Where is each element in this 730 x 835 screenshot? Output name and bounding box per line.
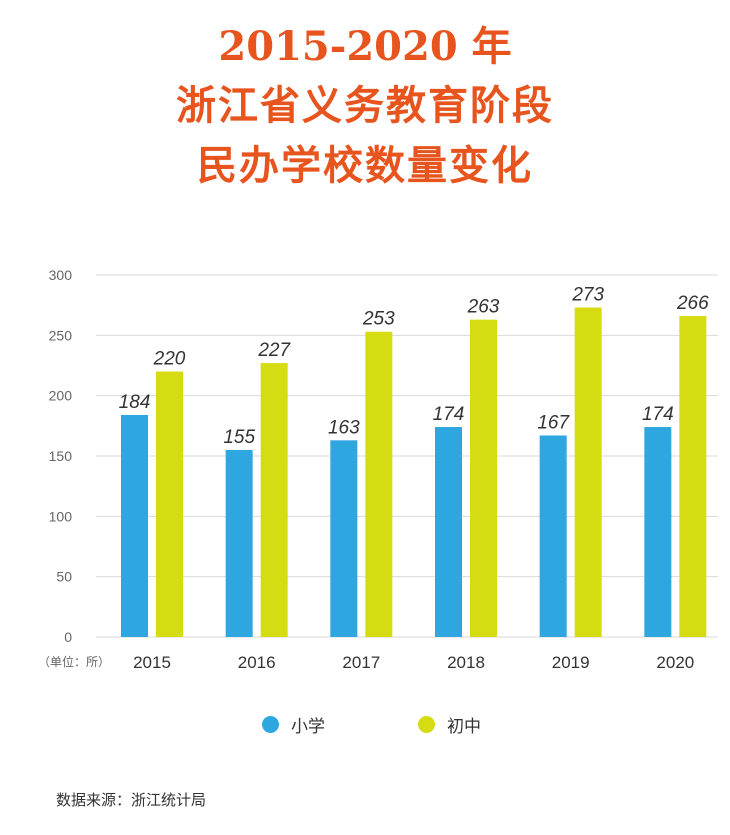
bar-chart: 0 50 100 150 200 250 300 184 220 2015 155 227 2016 16… xyxy=(49,267,718,672)
legend-label-middle: 初中 xyxy=(447,717,481,737)
data-label-primary-2020: 174 xyxy=(642,404,674,425)
y-tick-label-250: 250 xyxy=(49,327,73,343)
y-tick-label-150: 150 xyxy=(49,448,73,464)
data-label-primary-2016: 155 xyxy=(223,427,255,448)
data-label-primary-2015: 184 xyxy=(119,392,151,413)
data-label-middle-2017: 253 xyxy=(362,309,395,330)
unit-note: （单位：所） xyxy=(38,655,111,669)
data-label-primary-2019: 167 xyxy=(537,412,570,433)
x-tick-label-2017: 2017 xyxy=(342,653,380,672)
bar-primary-2020 xyxy=(644,427,672,637)
chart-title: 2015-2020 年 浙江省义务教育阶段 民办学校数量变化 xyxy=(0,18,730,196)
x-tick-label-2015: 2015 xyxy=(133,653,171,672)
bar-middle-2018 xyxy=(470,319,497,637)
bar-primary-2016 xyxy=(225,449,253,637)
data-label-primary-2018: 174 xyxy=(433,404,465,425)
y-tick-label-0: 0 xyxy=(64,629,72,645)
legend-label-primary: 小学 xyxy=(291,717,325,737)
legend-item-primary: 小学 xyxy=(262,712,325,737)
x-tick-label-2020: 2020 xyxy=(656,653,694,672)
legend-swatch-primary xyxy=(262,716,279,733)
y-tick-label-100: 100 xyxy=(49,508,73,524)
y-tick-label-200: 200 xyxy=(49,388,73,404)
bar-primary-2015 xyxy=(121,414,148,637)
data-label-middle-2016: 227 xyxy=(257,340,291,361)
bar-middle-2020 xyxy=(679,316,707,637)
data-label-middle-2020: 266 xyxy=(676,293,709,314)
legend-item-middle: 初中 xyxy=(418,712,481,737)
x-tick-label-2019: 2019 xyxy=(552,653,590,672)
bar-middle-2017 xyxy=(365,331,393,637)
bar-middle-2019 xyxy=(574,307,602,637)
data-source: 数据来源：浙江统计局 xyxy=(56,791,207,809)
legend-swatch-middle xyxy=(418,716,435,733)
data-label-middle-2015: 220 xyxy=(153,349,186,370)
title-line-1: 2015-2020 年 xyxy=(218,23,512,70)
data-label-primary-2017: 163 xyxy=(328,417,360,438)
data-label-middle-2018: 263 xyxy=(467,297,500,318)
bar-middle-2015 xyxy=(156,371,183,637)
x-tick-label-2016: 2016 xyxy=(238,653,276,672)
data-label-middle-2019: 273 xyxy=(571,285,604,306)
bar-primary-2019 xyxy=(539,435,567,637)
bar-middle-2016 xyxy=(260,363,288,637)
bar-primary-2017 xyxy=(330,440,358,637)
title-line-3: 民办学校数量变化 xyxy=(197,143,533,189)
bar-primary-2018 xyxy=(435,427,462,637)
y-tick-label-50: 50 xyxy=(56,569,72,585)
y-tick-label-300: 300 xyxy=(49,267,73,283)
title-line-2: 浙江省义务教育阶段 xyxy=(176,83,554,129)
x-tick-label-2018: 2018 xyxy=(447,653,485,672)
